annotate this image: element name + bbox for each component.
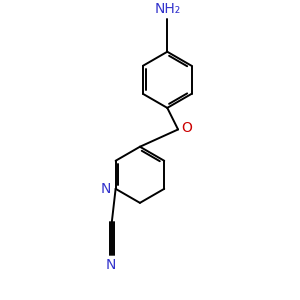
Text: NH₂: NH₂ xyxy=(155,2,181,16)
Text: N: N xyxy=(101,182,111,196)
Text: O: O xyxy=(182,121,193,135)
Text: N: N xyxy=(105,258,116,272)
